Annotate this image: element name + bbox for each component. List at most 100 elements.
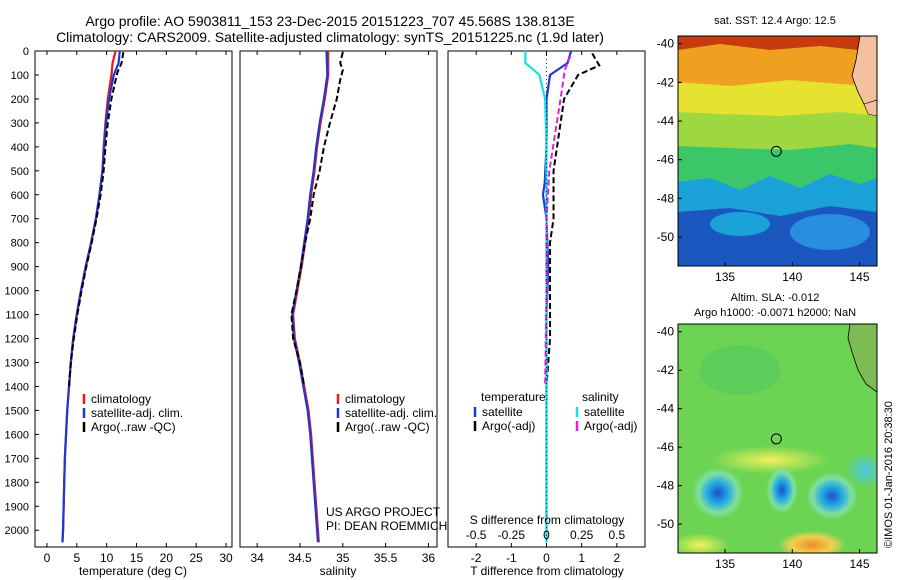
x-tick-label: -2 [471,551,482,565]
difference-panel: -2 -1 0 1 2 temperature salinitysatelliteArgo… [447,50,646,578]
y-tick-label: 100 [11,70,29,82]
legend-label: climatology [345,392,405,406]
map-y-tick-label: -42 [657,363,675,377]
y-tick-label: 1400 [5,381,29,393]
s-tick-label: 0.5 [609,528,626,542]
x-tick-label: 10 [100,551,114,565]
x-tick-label: 25 [190,551,204,565]
sla-map-subtitle: Argo h1000: -0.0071 h2000: NaN [694,307,856,319]
x-tick-label: 35.5 [374,551,398,565]
salinity-x-axis: 34 34.5 35 35.5 36 [250,51,435,565]
map-y-tick-label: -44 [657,114,675,128]
sst-map-title: sat. SST: 12.4 Argo: 12.5 [714,15,836,27]
legend-label: Argo(-adj) [584,419,637,433]
y-tick-label: 1000 [5,286,29,298]
y-tick-label: 1500 [5,405,29,417]
map-x-tick-label: 140 [782,270,802,284]
sla-map-axes: 135 140 145 -40 -42 -44 -46 -48 -50 [657,325,870,571]
map-y-tick-label: -46 [657,153,675,167]
x-tick-label: 2 [614,551,621,565]
salinity-plot-frame [239,50,438,548]
y-tick-label: 300 [11,118,29,130]
legend-label: Argo(-adj) [482,419,535,433]
series-line-argo-raw-qc- [68,52,125,387]
legend-label: Argo(..raw -QC) [91,420,176,434]
sst-map: sat. SST: 12.4 Argo: 12.5 135 140 145 -40 -4… [657,15,878,284]
legend-label: climatology [91,392,151,406]
map-x-tick-label: 145 [850,270,870,284]
legend-header-salinity: salinity [582,390,619,404]
series-line-satellite-adj-clim- [61,51,121,543]
sla-map-frame [677,323,878,554]
s-tick-label: 0 [543,528,550,542]
legend-label: satellite [584,405,625,419]
series-line-argo-adj- [544,55,572,387]
map-x-tick-label: 135 [715,557,735,571]
map-x-tick-label: 145 [850,557,870,571]
y-tick-label: 1300 [5,357,29,369]
difference-x-axis: -2 -1 0 1 2 [471,51,621,565]
t-difference-axis-label: T difference from climatology [470,564,624,578]
map-y-tick-label: -50 [657,230,675,244]
land-icon [847,324,877,393]
salinity-axis-label: salinity [320,564,357,578]
s-tick-label: -0.5 [466,528,487,542]
x-tick-label: 1 [578,551,585,565]
x-tick-label: 35 [336,551,350,565]
legend-header-temperature: temperature [481,390,546,404]
y-tick-label: 1800 [5,477,29,489]
s-difference-label: S difference from climatology [470,513,625,527]
copyright-text: ©IMOS 01-Jan-2016 20:38:30 [883,401,895,548]
series-line-argo-raw-qc- [290,51,344,387]
map-y-tick-label: -42 [657,75,675,89]
temperature-series [61,51,125,543]
map-y-tick-label: -50 [657,517,675,531]
sla-map-title: Altim. SLA: -0.012 [731,292,820,304]
x-tick-label: -1 [506,551,517,565]
map-x-tick-label: 140 [782,557,802,571]
temperature-plot-frame [34,50,233,548]
sla-map: Altim. SLA: -0.012 Argo h1000: -0.0071 h… [657,292,878,571]
x-tick-label: 36 [422,551,436,565]
argo-position-marker [770,145,782,157]
depth-axis: 0 100 200 300 400 500 600 700 800 900 1000 1100 1200… [5,46,39,537]
salinity-series [290,51,344,543]
temperature-x-axis: 0 5 10 15 20 25 30 [44,51,233,565]
header-line2: Climatology: CARS2009. Satellite-adjuste… [56,29,604,45]
difference-series [524,51,601,547]
y-tick-label: 1200 [5,334,29,346]
legend-label: Argo(..raw -QC) [345,420,430,434]
project-annotation: US ARGO PROJECT [326,505,441,519]
temperature-axis-label: temperature (deg C) [79,564,187,578]
header-line1: Argo profile: AO 5903811_153 23-Dec-2015… [85,13,575,29]
y-tick-label: 1700 [5,453,29,465]
map-y-tick-label: -48 [657,191,675,205]
difference-legend: temperature salinitysatelliteArgo(-adj)sa… [473,390,637,433]
y-tick-label: 0 [23,46,29,58]
legend-label: satellite-adj. clim. [345,406,437,420]
y-tick-label: 900 [11,262,29,274]
x-tick-label: 30 [219,551,233,565]
y-tick-label: 700 [11,214,29,226]
x-tick-label: 34.5 [288,551,312,565]
y-tick-label: 500 [11,166,29,178]
y-tick-label: 1100 [5,310,29,322]
series-line-argo-adj- [545,52,601,387]
pi-annotation: PI: DEAN ROEMMICH [326,519,447,533]
x-tick-label: 15 [130,551,144,565]
land-icon [851,36,877,117]
y-tick-label: 200 [11,94,29,106]
y-tick-label: 400 [11,142,29,154]
legend-label: satellite [482,405,523,419]
x-tick-label: 20 [160,551,174,565]
series-line-satellite [524,51,548,543]
map-y-tick-label: -48 [657,479,675,493]
sst-map-axes: 135 140 145 -40 -42 -44 -46 -48 -50 [657,37,870,284]
map-y-tick-label: -40 [657,325,675,339]
argo-position-marker [770,433,782,445]
y-tick-label: 2000 [5,525,29,537]
salinity-panel: 34 34.5 35 35.5 36 climatologysatellite-adj.… [239,50,447,578]
